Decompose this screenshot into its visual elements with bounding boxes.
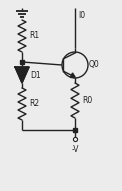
- Text: Q0: Q0: [89, 61, 100, 70]
- Polygon shape: [15, 67, 29, 83]
- Text: R0: R0: [82, 96, 92, 105]
- Text: -V: -V: [71, 145, 79, 154]
- Polygon shape: [70, 73, 75, 77]
- Text: R2: R2: [29, 100, 39, 108]
- Text: R1: R1: [29, 32, 39, 40]
- Text: I0: I0: [78, 11, 85, 20]
- Text: D1: D1: [30, 70, 41, 79]
